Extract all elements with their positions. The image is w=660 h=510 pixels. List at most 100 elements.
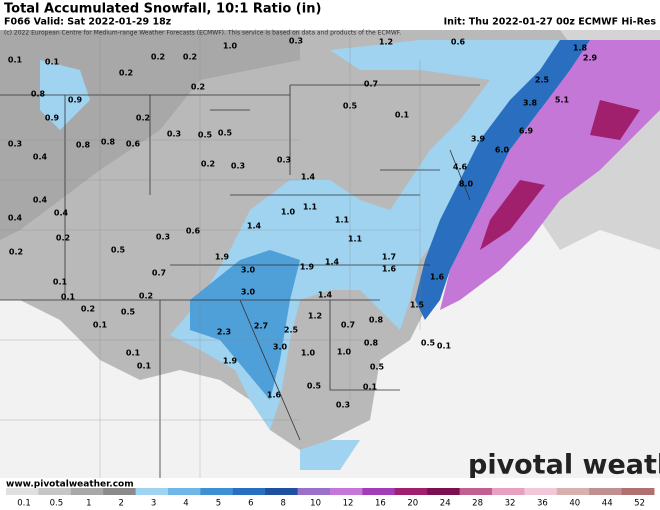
value-label: 1.1 <box>348 235 363 244</box>
colorbar-label: 28 <box>472 499 483 509</box>
colorbar-label: 0.5 <box>50 499 64 509</box>
value-label: 6.0 <box>495 146 510 155</box>
value-label: 0.2 <box>183 53 197 62</box>
colorbar-label: 5 <box>216 499 221 509</box>
value-label: 1.0 <box>301 349 316 358</box>
colorbar-label: 16 <box>375 499 386 509</box>
value-label: 0.4 <box>54 209 69 218</box>
value-label: 0.8 <box>31 90 46 99</box>
value-label: 5.1 <box>555 96 570 105</box>
colorbar-label: 0.1 <box>17 499 31 509</box>
value-label: 3.0 <box>241 288 256 297</box>
colorbar-swatch <box>394 488 428 495</box>
site-url: www.pivotalweather.com <box>6 480 134 490</box>
colorbar-swatch <box>427 488 461 495</box>
value-label: 1.9 <box>223 357 238 366</box>
offshore-band <box>300 440 360 470</box>
value-label: 0.7 <box>341 321 355 330</box>
value-label: 0.5 <box>218 129 233 138</box>
value-label: 4.6 <box>453 163 468 172</box>
colorbar-label: 4 <box>183 499 188 509</box>
value-labels: 0.1 0.1 0.8 0.9 0.9 0.2 0.2 0.2 0.2 0.2 0.3 0.4 0.8 0… <box>8 37 598 410</box>
value-label: 0.3 <box>289 37 303 46</box>
colorbar-label: 24 <box>440 499 451 509</box>
colorbar-swatch <box>265 488 299 495</box>
colorbar-swatch <box>70 488 104 495</box>
colorbar-swatch <box>232 488 266 495</box>
valid-time: F066 Valid: Sat 2022-01-29 18z <box>4 17 172 28</box>
value-label: 0.2 <box>139 292 153 301</box>
value-label: 0.6 <box>451 38 466 47</box>
value-label: 0.5 <box>111 246 126 255</box>
value-label: 1.4 <box>325 258 340 267</box>
colorbar-swatch <box>200 488 234 495</box>
value-label: 3.0 <box>241 266 256 275</box>
value-label: 0.3 <box>167 130 181 139</box>
copyright: (c) 2022 European Centre for Medium-rang… <box>4 30 401 37</box>
colorbar-label: 40 <box>569 499 580 509</box>
value-label: 0.2 <box>151 53 165 62</box>
value-label: 2.5 <box>535 76 550 85</box>
colorbar-label: 1 <box>86 499 91 509</box>
colorbar-label: 32 <box>505 499 516 509</box>
colorbar-swatch <box>330 488 363 495</box>
value-label: 0.2 <box>136 114 150 123</box>
value-label: 1.8 <box>573 44 588 53</box>
value-label: 0.2 <box>191 83 205 92</box>
value-label: 0.1 <box>61 293 76 302</box>
value-label: 0.5 <box>421 339 436 348</box>
colorbar-swatch <box>6 488 39 495</box>
colorbar-label: 44 <box>602 499 613 509</box>
value-label: 0.3 <box>156 233 170 242</box>
value-label: 1.6 <box>267 391 282 400</box>
value-label: 1.2 <box>308 312 322 321</box>
value-label: 1.2 <box>379 38 393 47</box>
colorbar-swatch <box>556 488 590 495</box>
value-label: 1.4 <box>318 291 333 300</box>
value-label: 0.3 <box>336 401 350 410</box>
value-label: 0.3 <box>8 140 22 149</box>
colorbar-swatch <box>524 488 558 495</box>
value-label: 1.9 <box>300 263 315 272</box>
colorbar-swatch <box>135 488 169 495</box>
value-label: 1.7 <box>382 253 396 262</box>
value-label: 8.0 <box>459 180 474 189</box>
value-label: 0.1 <box>93 321 108 330</box>
value-label: 0.8 <box>76 141 91 150</box>
colorbar-label: 3 <box>151 499 156 509</box>
value-label: 0.1 <box>395 111 410 120</box>
colorbar-swatch <box>297 488 331 495</box>
colorbar-swatch <box>621 488 655 495</box>
logo: pivotal weather <box>468 450 660 481</box>
value-label: 3.0 <box>273 343 288 352</box>
colorbar-swatch <box>459 488 493 495</box>
value-label: 0.9 <box>45 114 60 123</box>
colorbar-label: 2 <box>118 499 123 509</box>
colorbar: 0.10.51234568101216202428323640445260 <box>6 488 655 509</box>
value-label: 1.6 <box>430 273 445 282</box>
value-label: 0.1 <box>45 58 60 67</box>
value-label: 0.5 <box>198 131 213 140</box>
value-label: 0.1 <box>363 383 378 392</box>
value-label: 6.9 <box>519 127 534 136</box>
value-label: 0.8 <box>364 339 379 348</box>
colorbar-swatch <box>589 488 623 495</box>
colorbar-swatch <box>103 488 137 495</box>
title: Total Accumulated Snowfall, 10:1 Ratio (… <box>4 2 321 17</box>
value-label: 0.6 <box>186 227 201 236</box>
value-label: 3.8 <box>523 99 538 108</box>
value-label: 1.0 <box>223 42 238 51</box>
colorbar-label: 36 <box>537 499 548 509</box>
value-label: 3.9 <box>471 135 486 144</box>
value-label: 0.4 <box>8 214 23 223</box>
value-label: 1.5 <box>410 301 425 310</box>
colorbar-label: 52 <box>634 499 645 509</box>
value-label: 1.4 <box>301 173 316 182</box>
colorbar-label: 12 <box>343 499 354 509</box>
colorbar-label: 6 <box>248 499 253 509</box>
value-label: 0.1 <box>8 56 23 65</box>
colorbar-label: 10 <box>310 499 321 509</box>
value-label: 0.2 <box>119 69 133 78</box>
